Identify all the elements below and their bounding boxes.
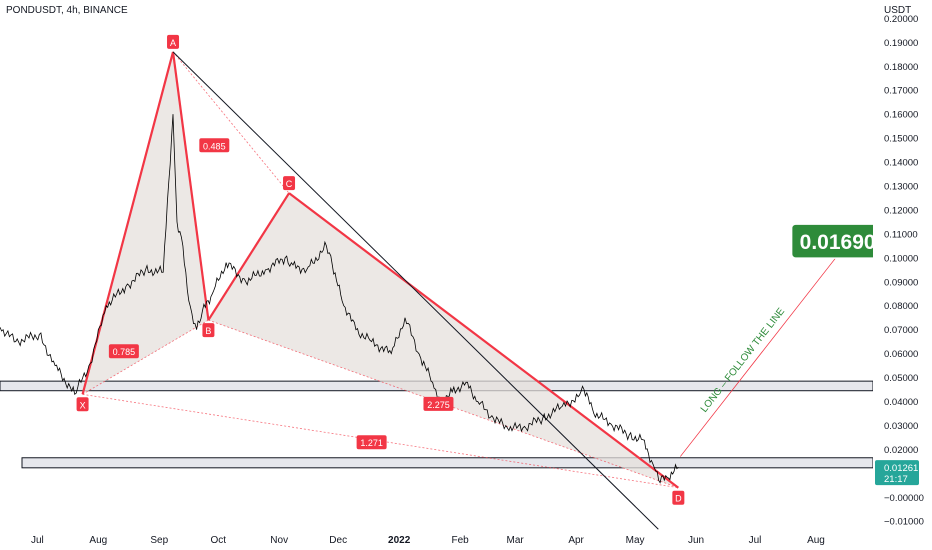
last-price-value: 0.01261 [884, 463, 918, 474]
target-price-label: 0.01690 [800, 231, 876, 254]
pattern-point-d[interactable] [672, 490, 685, 505]
y-tick-label: 0.03000 [884, 421, 918, 432]
y-tick-label: 0.13000 [884, 182, 918, 193]
descending-trendline[interactable] [172, 51, 659, 530]
pattern-ratio-line-xb [82, 319, 209, 395]
pattern-point-x[interactable] [76, 397, 89, 412]
target-projection-line[interactable] [679, 255, 838, 457]
ratio-label: 0.785 [113, 347, 136, 357]
pattern-point-label: B [205, 326, 211, 336]
pattern-point-label: C [286, 179, 293, 189]
ratio-badge[interactable] [423, 396, 454, 411]
ratio-badge[interactable] [199, 138, 230, 153]
x-tick-label: May [626, 535, 645, 546]
pattern-point-a[interactable] [167, 34, 180, 49]
x-tick-label: Jun [688, 535, 704, 546]
y-tick-label: 0.08000 [884, 301, 918, 312]
pattern-fill-bcd [208, 193, 679, 488]
y-tick-label: 0.11000 [884, 229, 918, 240]
x-tick-label: 2022 [388, 535, 411, 546]
pattern-leg-cd[interactable] [288, 192, 680, 489]
symbol-title: PONDUSDT, 4h, BINANCE [6, 5, 128, 16]
last-price-tag[interactable] [875, 460, 919, 486]
y-tick-label: 0.07000 [884, 325, 918, 336]
x-tick-label: Feb [451, 535, 469, 546]
y-tick-label: 0.16000 [884, 110, 918, 121]
y-tick-label: 0.05000 [884, 373, 918, 384]
price-line[interactable] [0, 114, 679, 484]
projection-annotation: LONG – FOLLOW THE LINE [699, 306, 788, 415]
x-tick-label: Dec [329, 535, 347, 546]
x-tick-label: Sep [150, 535, 168, 546]
harmonic-pattern [81, 51, 680, 489]
support-zone[interactable] [21, 457, 874, 469]
pattern-leg-bc[interactable] [207, 192, 290, 321]
y-tick-label: 0.17000 [884, 86, 918, 97]
y-tick-label: −0.01000 [884, 517, 924, 528]
y-tick-label: 0.12000 [884, 205, 918, 216]
pattern-fill-xab [82, 51, 209, 395]
last-price-timer: 21:17 [884, 474, 908, 485]
y-tick-label: 0.06000 [884, 349, 918, 360]
pattern-point-label: D [675, 494, 682, 504]
pattern-point-label: A [170, 38, 176, 48]
ratio-badge[interactable] [108, 344, 139, 359]
price-axis: 0.20000 0.19000 0.18000 0.17000 0.16000 0.150… [873, 0, 932, 550]
y-tick-label: 0.02000 [884, 445, 918, 456]
time-axis: Jul Aug Sep Oct Nov Dec 2022 Feb Mar Apr May Jun Jul… [0, 530, 873, 550]
y-tick-label: 0.19000 [884, 38, 918, 49]
projection-group: LONG – FOLLOW THE LINE 0.01690 [679, 223, 885, 457]
currency-label: USDT [884, 5, 911, 16]
pattern-leg-ab[interactable] [171, 51, 210, 321]
x-tick-label: Aug [89, 535, 107, 546]
x-tick-label: Apr [568, 535, 584, 546]
y-tick-label: 0.20000 [884, 14, 918, 25]
y-tick-label: 0.18000 [884, 62, 918, 73]
y-tick-label: −0.00000 [884, 493, 924, 504]
ratio-label: 2.275 [427, 400, 450, 410]
pattern-leg-xa[interactable] [81, 51, 175, 395]
pattern-ratio-line-ac [172, 51, 290, 194]
y-tick-label: 0.14000 [884, 158, 918, 169]
x-tick-label: Mar [507, 535, 525, 546]
time-axis-bg [0, 530, 873, 550]
x-tick-label: Oct [210, 535, 226, 546]
pattern-point-label: X [80, 400, 86, 410]
y-tick-label: 0.09000 [884, 277, 918, 288]
ratio-badge[interactable] [356, 435, 387, 450]
x-tick-label: Nov [270, 535, 288, 546]
y-tick-label: 0.10000 [884, 253, 918, 264]
y-tick-label: 0.04000 [884, 397, 918, 408]
ratio-label: 1.271 [360, 438, 383, 448]
x-tick-label: Jul [749, 535, 762, 546]
price-axis-bg [873, 0, 932, 550]
y-tick-label: 0.15000 [884, 134, 918, 145]
pattern-point-b[interactable] [202, 323, 215, 338]
x-tick-label: Jul [31, 535, 44, 546]
trendline-group [172, 51, 659, 530]
price-series [0, 114, 679, 484]
x-tick-label: Aug [807, 535, 825, 546]
ratio-label: 0.485 [203, 141, 226, 151]
pattern-point-c[interactable] [283, 176, 296, 191]
pattern-labels: X A B C D 0.485 0.785 2.275 1.271 [76, 34, 685, 505]
